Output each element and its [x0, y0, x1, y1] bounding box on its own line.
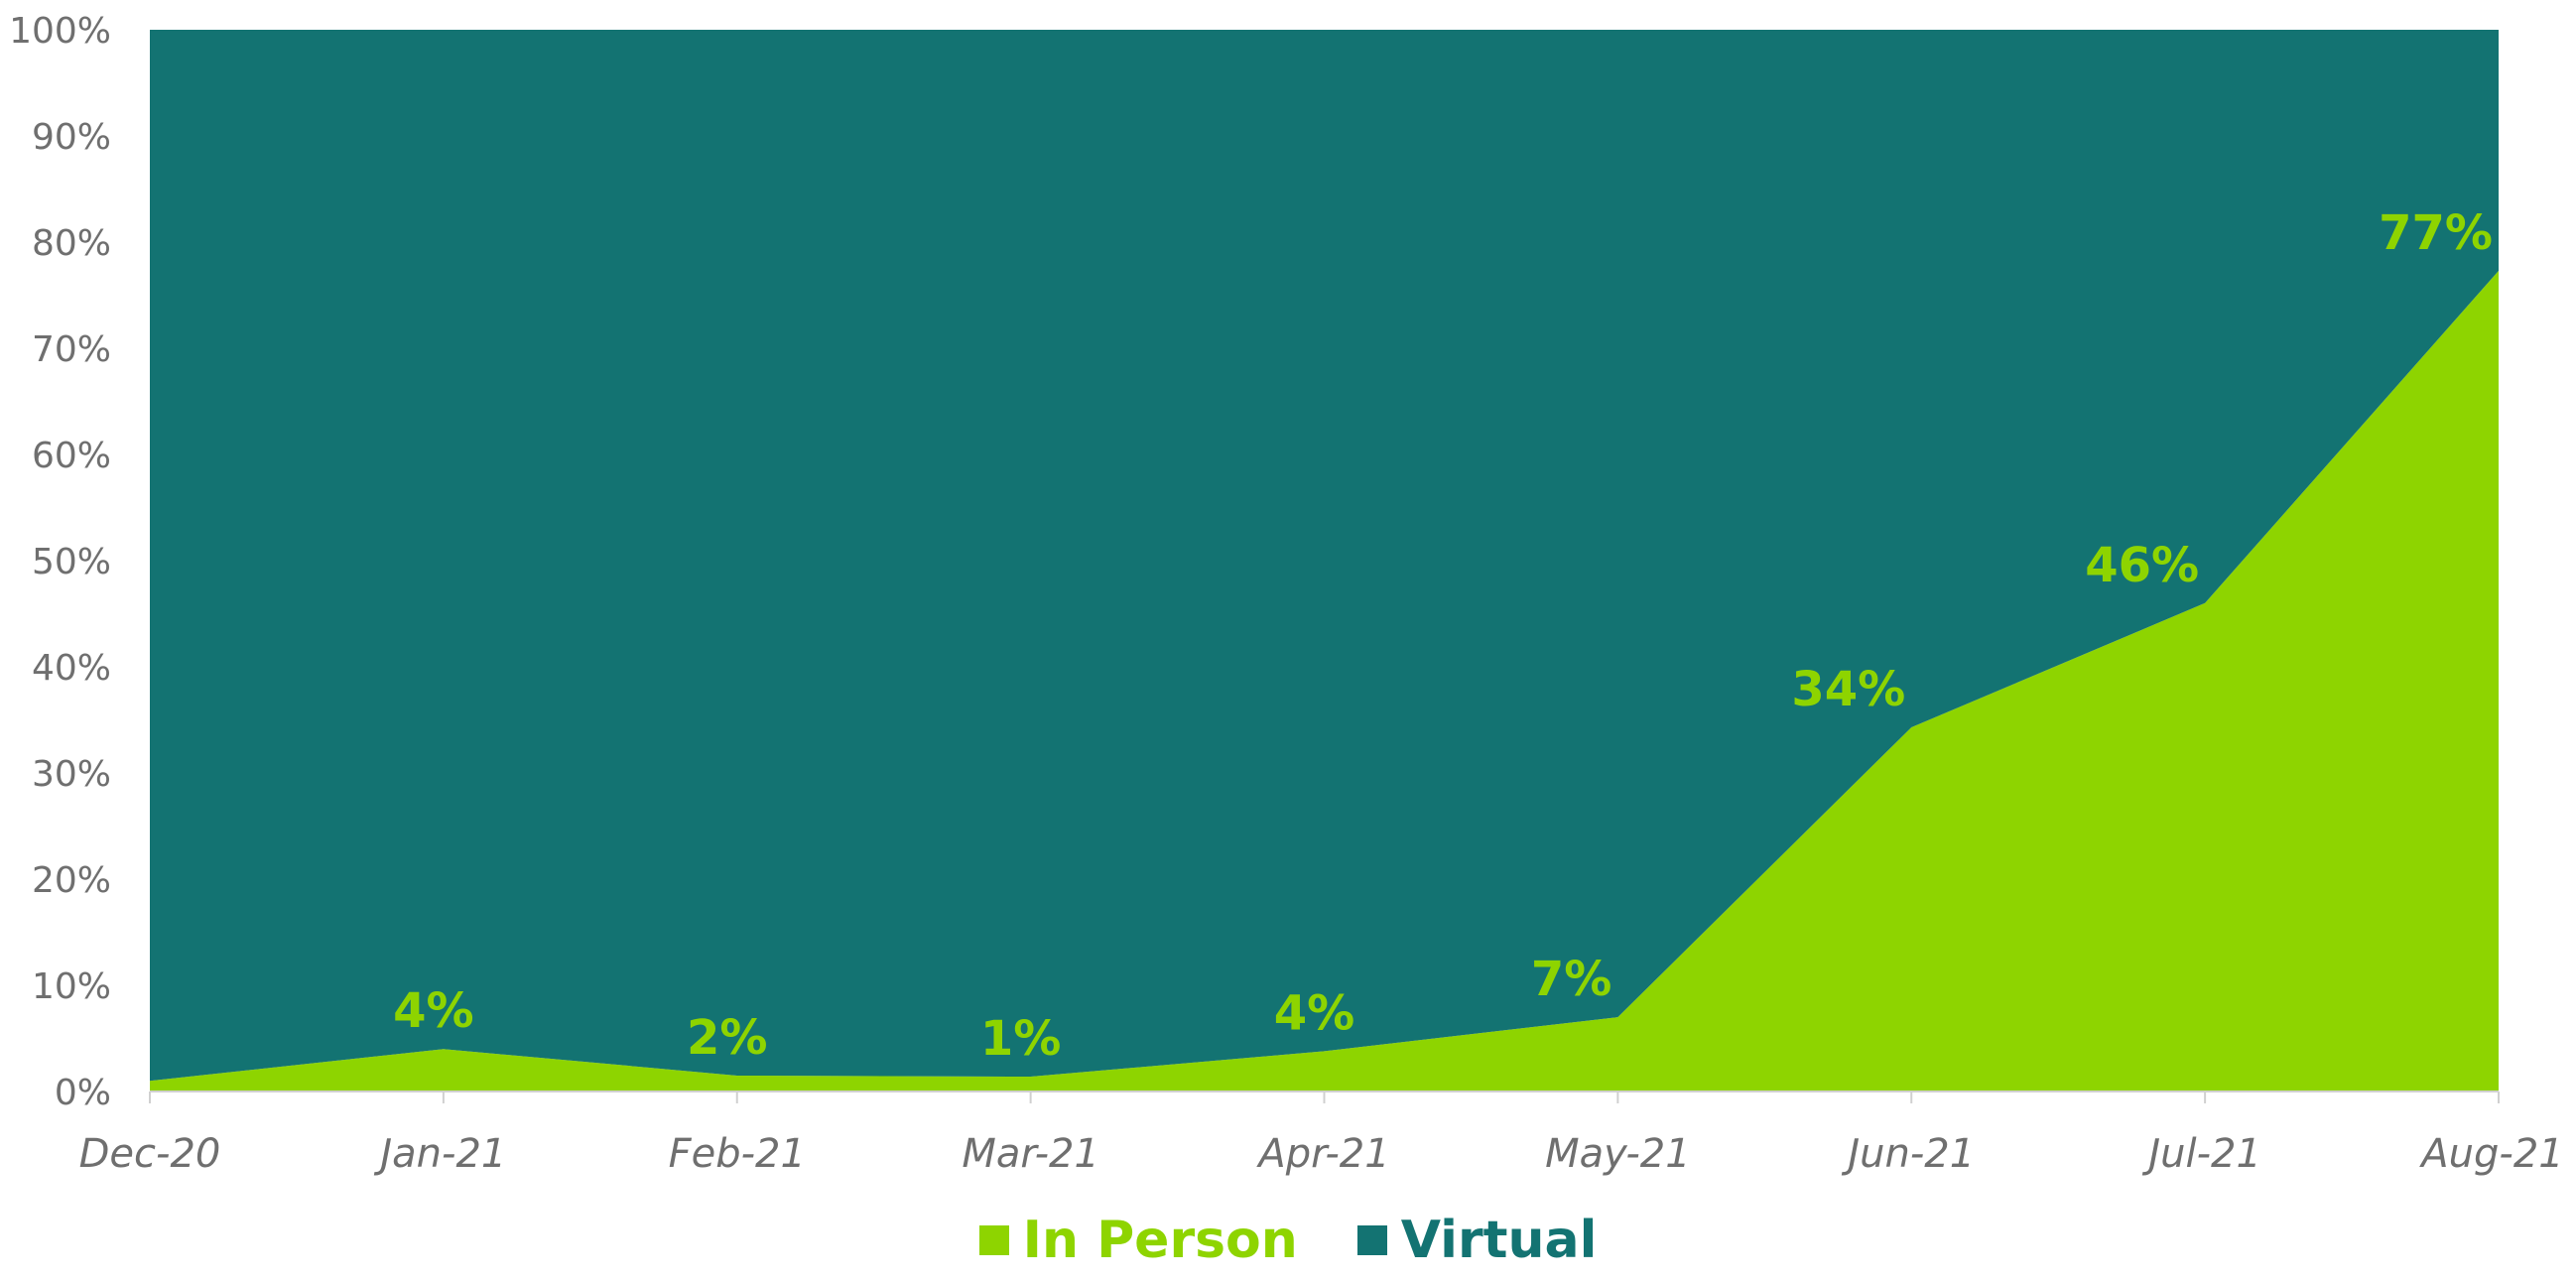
x-tick-label: Dec-20 [79, 1131, 221, 1177]
y-tick-label: 0% [55, 1073, 111, 1113]
x-tick-label: Aug-21 [2418, 1131, 2563, 1177]
y-tick-label: 80% [32, 223, 111, 264]
data-label: 4% [393, 983, 474, 1039]
data-label: 46% [2085, 538, 2199, 593]
x-tick-label: Apr-21 [1255, 1131, 1389, 1177]
data-label: 34% [1791, 662, 1905, 717]
y-axis-ticks: 0% 10% 20% 30% 40% 50% 60% 70% 80% 90% 100% [9, 11, 111, 1113]
data-labels: 4% 2% 1% 4% 7% 34% 46% 77% [393, 205, 2493, 1067]
legend-item-virtual[interactable]: Virtual [1356, 1211, 1598, 1270]
x-tick-label: Jul-21 [2141, 1131, 2261, 1177]
x-tick-label: Jun-21 [1841, 1131, 1975, 1177]
legend-swatch-in-person [978, 1225, 1009, 1255]
y-tick-label: 90% [32, 117, 111, 158]
y-tick-label: 60% [32, 436, 111, 476]
data-label: 2% [687, 1010, 768, 1066]
y-tick-label: 50% [32, 542, 111, 582]
data-label: 77% [2379, 205, 2493, 261]
x-tick-label: Mar-21 [962, 1131, 1099, 1177]
chart-areas [150, 30, 2499, 1091]
y-tick-label: 40% [32, 648, 111, 689]
chart-axes [149, 1090, 2500, 1103]
area-in-person [150, 270, 2499, 1091]
legend-label-virtual: Virtual [1400, 1211, 1598, 1270]
stacked-area-chart: 0% 10% 20% 30% 40% 50% 60% 70% 80% 90% 100% Dec-20… [9, 11, 2564, 1177]
x-tick-label: Jan-21 [373, 1131, 506, 1177]
legend: In Person Virtual [0, 1206, 2576, 1275]
data-label: 4% [1274, 985, 1355, 1041]
y-tick-label: 100% [9, 11, 111, 52]
area-virtual [150, 30, 2499, 1082]
legend-swatch-virtual [1356, 1225, 1387, 1255]
x-axis-ticks: Dec-20 Jan-21 Feb-21 Mar-21 Apr-21 May-21 Jun-… [79, 1131, 2564, 1177]
y-tick-label: 20% [32, 860, 111, 901]
y-tick-label: 30% [32, 754, 111, 795]
data-label: 7% [1531, 952, 1612, 1007]
legend-item-in-person[interactable]: In Person [978, 1211, 1298, 1270]
legend-label-in-person: In Person [1022, 1211, 1298, 1270]
y-tick-label: 70% [32, 329, 111, 370]
data-label: 1% [980, 1011, 1062, 1067]
y-tick-label: 10% [32, 966, 111, 1007]
x-tick-label: Feb-21 [669, 1131, 806, 1177]
x-tick-label: May-21 [1545, 1131, 1691, 1177]
